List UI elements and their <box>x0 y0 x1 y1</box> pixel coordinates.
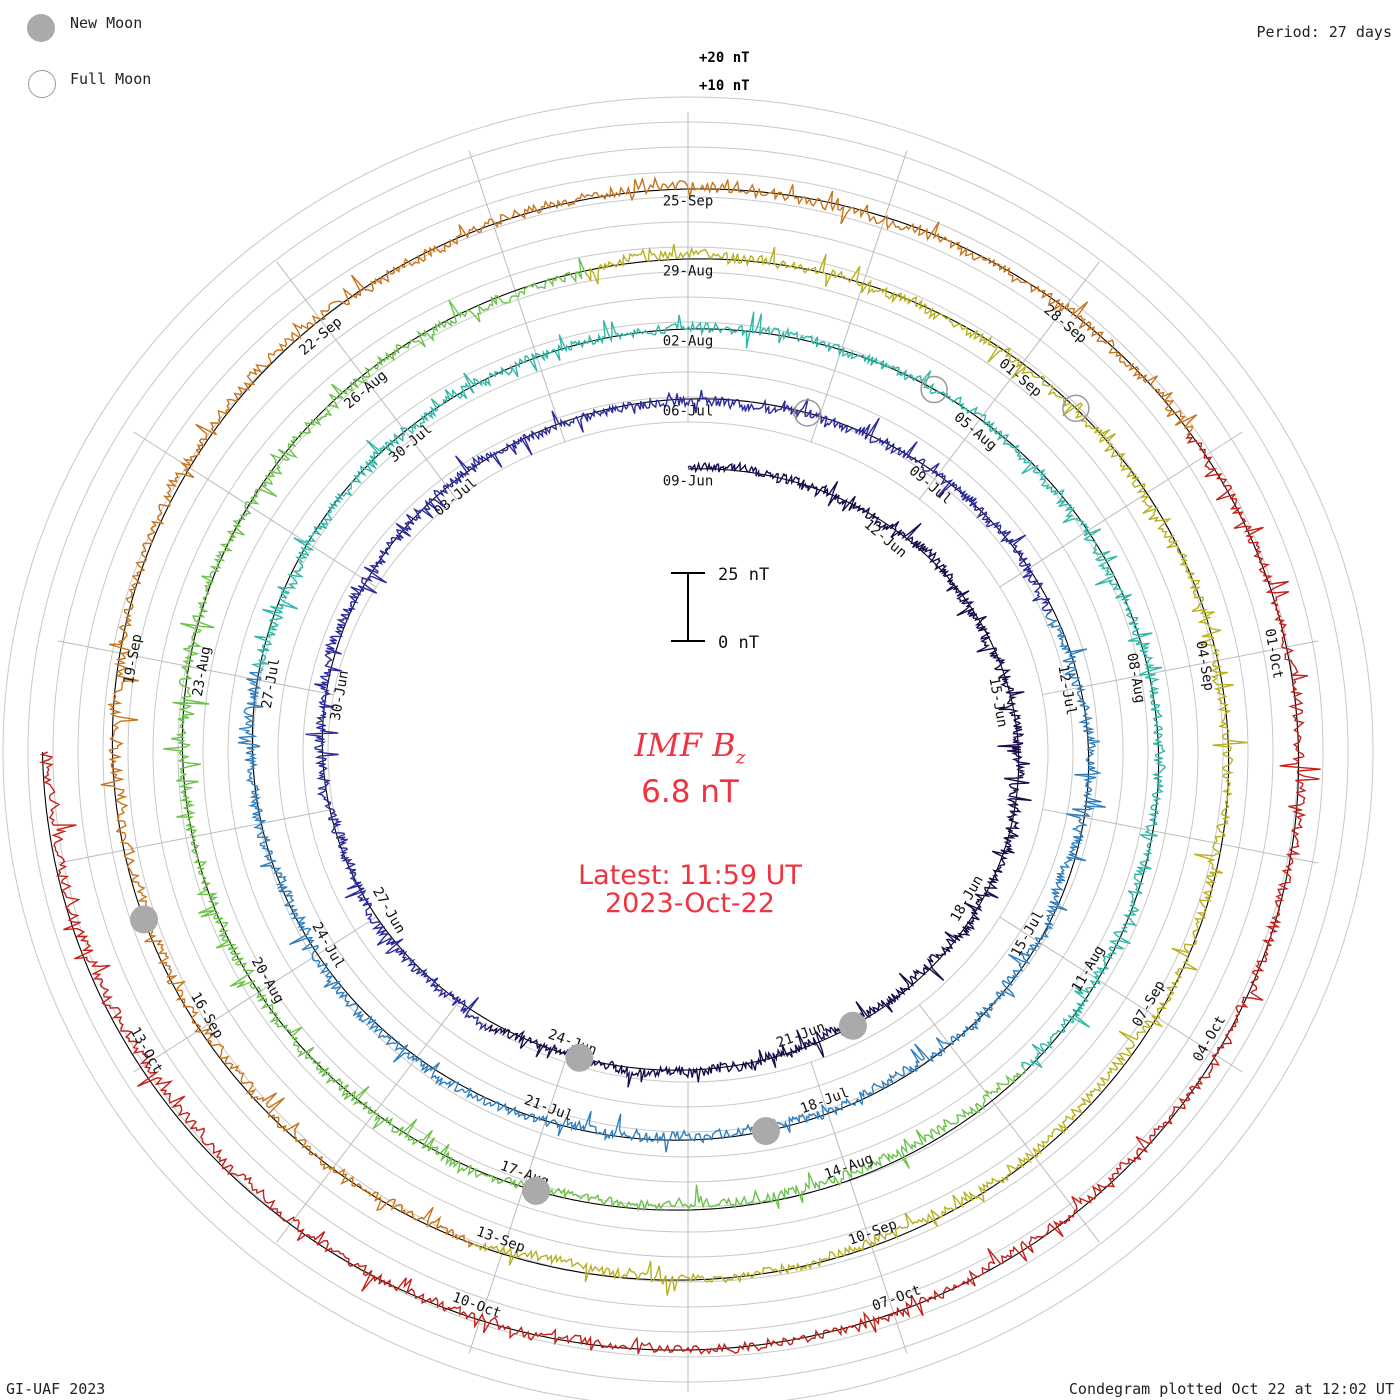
bz-series-segment-2 <box>305 389 1053 1031</box>
date-label: 19-Sep <box>121 633 146 686</box>
date-label: 01-Oct <box>1261 627 1286 680</box>
scale-plus20-label: +20 nT <box>699 50 750 66</box>
full-moon-marker-icon <box>28 70 56 98</box>
new-moon-icon <box>522 1176 551 1205</box>
bz-series-segment-1 <box>484 460 1032 1088</box>
date-label: 25-Sep <box>663 194 714 210</box>
bz-series-segment-3 <box>237 613 1106 1153</box>
footer-plotted-time: Condegram plotted Oct 22 at 12:02 UT <box>1068 1380 1394 1398</box>
date-label: 24-Jul <box>308 920 347 972</box>
date-label: 30-Jun <box>328 669 353 722</box>
period-label: Period: 27 days <box>1256 23 1392 41</box>
date-label: 30-Jul <box>386 421 435 466</box>
new-moon-icon <box>129 905 158 934</box>
new-moon-marker-icon <box>27 14 55 42</box>
new-moon-label: New Moon <box>70 14 143 32</box>
bz-series-segment-6 <box>472 243 1248 1296</box>
date-label: 27-Jul <box>259 657 284 710</box>
date-label: 21-Jul <box>522 1092 575 1124</box>
footer-credit: GI-UAF 2023 <box>6 1380 106 1398</box>
full-moon-icon <box>920 375 948 404</box>
center-title: IMF Bz <box>520 726 860 768</box>
zero-spiral <box>41 188 1300 1351</box>
scale-plus10-label: +10 nT <box>699 78 750 94</box>
date-label: 10-Sep <box>846 1216 899 1248</box>
bz-series-segment-7 <box>100 175 1198 1248</box>
bz-series-segment-4 <box>250 311 1166 1069</box>
bz-series-segment-8 <box>38 432 1321 1356</box>
date-label: 06-Jul <box>663 404 714 420</box>
bz-series-segment-5 <box>163 257 1027 1212</box>
date-label: 09-Jun <box>663 474 714 490</box>
new-moon-icon <box>838 1011 867 1040</box>
date-label: 15-Jun <box>986 676 1011 729</box>
date-label: 04-Sep <box>1192 640 1217 693</box>
date-label: 02-Aug <box>663 334 714 350</box>
latest-date: 2023-Oct-22 <box>605 888 775 919</box>
full-moon-label: Full Moon <box>70 70 152 88</box>
scale-bar-bottom-label: 0 nT <box>718 633 759 653</box>
date-label: 10-Oct <box>450 1290 503 1322</box>
latest-time: Latest: 11:59 UT <box>578 860 802 891</box>
center-title-main: IMF B <box>634 726 736 764</box>
center-title-sub: z <box>735 746 746 769</box>
date-label: 12-Jul <box>1054 664 1079 717</box>
date-label: 04-Oct <box>1190 1013 1229 1065</box>
outer-scale: +20 nT +10 nT <box>699 50 750 94</box>
bz-series <box>38 175 1321 1356</box>
full-moon-icon <box>793 399 822 427</box>
new-moon-icon <box>751 1117 780 1146</box>
scale-bar-top-label: 25 nT <box>718 565 769 585</box>
zero-reference-spiral <box>41 188 1300 1351</box>
new-moon-icon <box>565 1043 594 1072</box>
scale-bar: 25 nT 0 nT <box>671 565 769 653</box>
date-label: 29-Aug <box>663 264 714 280</box>
moon-markers <box>129 375 1090 1205</box>
full-moon-icon <box>1062 394 1090 423</box>
center-value: 6.8 nT <box>641 774 739 810</box>
date-label: 07-Oct <box>870 1282 923 1314</box>
polar-grid <box>2 96 1374 1400</box>
